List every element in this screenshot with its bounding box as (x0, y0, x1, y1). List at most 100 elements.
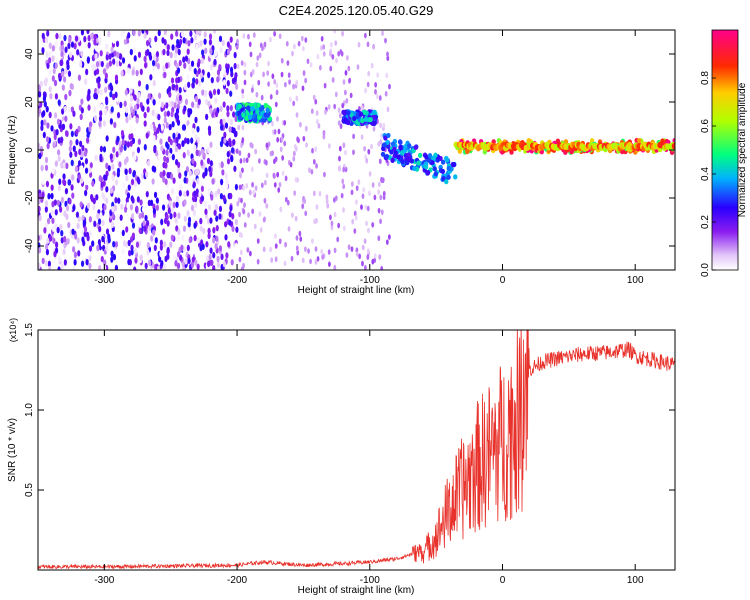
spectrogram-cell (130, 178, 135, 186)
spectrogram-cell (81, 236, 85, 243)
spectrogram-cell (380, 132, 383, 139)
spectrogram-cell (175, 201, 179, 208)
spectrogram-cell (171, 121, 175, 128)
spectrogram-cell (243, 69, 247, 76)
spectrogram-cell (108, 60, 112, 67)
spectrogram-cell (147, 199, 151, 207)
spectrogram-cell (211, 178, 215, 185)
spectrogram-cell (163, 71, 167, 79)
spectrogram-cell (38, 108, 42, 115)
spectrogram-cell (219, 118, 223, 126)
spectrogram-cell (172, 177, 176, 184)
spectrogram-cell (60, 237, 64, 244)
spectrogram-cell (110, 85, 114, 92)
spectrogram-cell (187, 180, 192, 188)
colorbar-tick-label: 0.6 (700, 119, 711, 133)
spectrogram-cell (74, 150, 78, 158)
spectrogram-cell (255, 91, 259, 98)
spectrogram-cell (46, 237, 50, 244)
spectrogram-cell (102, 120, 106, 127)
spectrogram-cell (38, 91, 42, 98)
spectrogram-cell (67, 70, 72, 77)
spectrogram-cell (364, 87, 368, 94)
spectrogram-cell (123, 100, 127, 107)
spectrogram-cell (311, 238, 314, 244)
spectrogram-cell (248, 250, 252, 257)
spectrogram-cell (353, 228, 357, 234)
spectrogram-cell (41, 32, 45, 40)
snr-y-multiplier: (x10⁴) (8, 318, 18, 342)
spectrogram-cell (141, 206, 146, 213)
spectrogram-cell (175, 77, 179, 84)
spectrogram-cell (46, 30, 50, 37)
spectrogram-cell (257, 158, 261, 164)
spectrogram-cell (225, 178, 229, 186)
spectrogram-cell (190, 137, 194, 144)
spectrogram-cell (155, 197, 159, 204)
spectrogram-cell (228, 126, 232, 133)
spectrogram-cell (245, 157, 249, 163)
spectrogram-cell (186, 244, 190, 252)
spectrogram-cell (288, 79, 291, 85)
spectrogram-cell (109, 118, 113, 125)
spectrogram-cell (116, 213, 120, 220)
spectrogram-cell (352, 115, 357, 122)
spectrogram-cell (57, 266, 61, 270)
spectrogram-cell (45, 105, 49, 113)
spectrogram-cell (363, 32, 367, 39)
spectrogram-cell (52, 141, 56, 149)
spectrogram-cell (112, 253, 117, 261)
spectrogram-cell (204, 47, 208, 54)
spectrogram-cell (224, 163, 228, 170)
spectrogram-cell (146, 98, 150, 105)
spectrogram-cell (67, 179, 71, 186)
spectrogram-cell (366, 254, 370, 260)
spectrogram-cell (51, 200, 55, 208)
spectrogram-cell (63, 34, 67, 42)
spectrogram-cell (160, 188, 164, 195)
spectrogram-cell (167, 136, 171, 143)
spectrogram-cell (309, 62, 313, 68)
spectrogram-cell (181, 234, 185, 241)
spectrogram-cell (334, 91, 338, 98)
spectrogram-cell (357, 179, 361, 185)
spectrogram-cell (196, 126, 200, 133)
spectrogram-cell (320, 36, 324, 42)
spectrogram-cell (321, 254, 325, 260)
spectrogram-cell (292, 100, 296, 107)
spectrogram-cell (166, 220, 170, 227)
snr-panel: -300 -200 -100 0 100 0.5 1.0 1.5 Height of str… (7, 318, 676, 596)
spectrogram-cell (84, 78, 88, 85)
spectrogram-y-tick-label: -20 (24, 190, 35, 205)
spectrogram-cell (216, 255, 220, 263)
spectrogram-cell (229, 66, 234, 74)
spectrogram-cell (176, 38, 180, 46)
snr-frame (37, 329, 676, 571)
spectrogram-cell (60, 229, 64, 237)
spectrogram-cell (173, 211, 177, 219)
spectrogram-cell (162, 228, 166, 235)
spectrogram-cell (390, 157, 395, 163)
spectrogram-cell (295, 112, 299, 118)
spectrogram-cell (85, 184, 89, 191)
spectrogram-cell (38, 247, 42, 254)
spectrogram-cell (199, 40, 203, 47)
spectrogram-cell (231, 86, 235, 93)
spectrogram-x-tick-label: -300 (94, 275, 114, 286)
spectrogram-cell (115, 60, 119, 68)
spectrogram-cell (315, 110, 319, 116)
spectrogram-cell (64, 46, 68, 53)
spectrogram-cell (63, 259, 67, 266)
spectrogram-cell (143, 120, 147, 127)
spectrogram-cell (234, 72, 238, 79)
spectrogram-cell (92, 204, 96, 211)
spectrogram-cell (114, 179, 119, 186)
spectrogram-cell (526, 138, 531, 144)
spectrogram-cell (240, 197, 243, 204)
spectrogram-cell (316, 118, 319, 125)
spectrogram-cell (341, 102, 345, 109)
spectrogram-cell (54, 40, 58, 47)
spectrogram-cell (72, 110, 76, 117)
spectrogram-cell (407, 157, 412, 163)
